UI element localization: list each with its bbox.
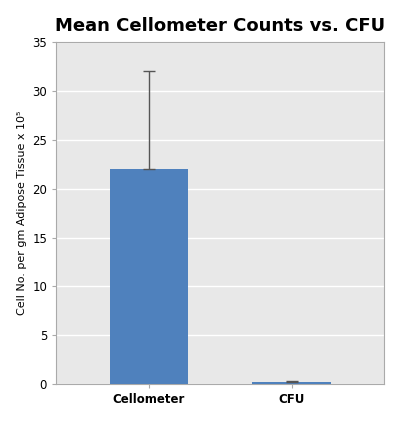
Y-axis label: Cell No. per gm Adipose Tissue x 10⁵: Cell No. per gm Adipose Tissue x 10⁵ xyxy=(17,111,27,315)
Title: Mean Cellometer Counts vs. CFU: Mean Cellometer Counts vs. CFU xyxy=(55,16,385,35)
Bar xyxy=(252,382,331,385)
Bar xyxy=(109,169,188,385)
